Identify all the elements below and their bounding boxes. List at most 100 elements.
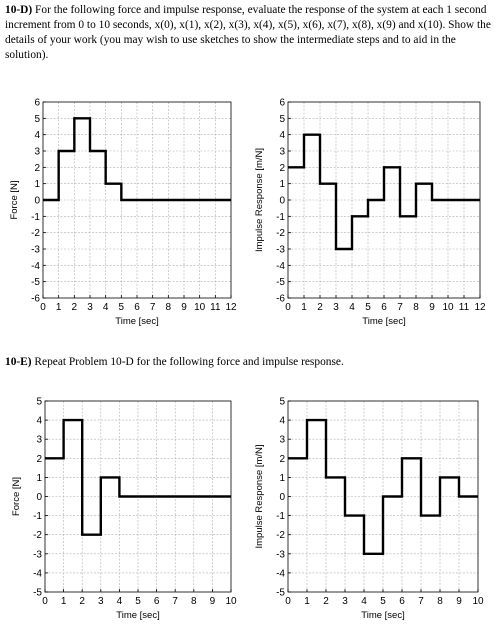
y-tick-label: -4 — [31, 261, 40, 272]
x-tick-label: 1 — [56, 302, 62, 313]
x-tick-label: 6 — [399, 596, 405, 607]
x-tick-label: 0 — [285, 302, 291, 313]
y-tick-label: -1 — [276, 212, 285, 223]
y-tick-label: -3 — [31, 245, 40, 256]
x-tick-label: 6 — [381, 302, 387, 313]
signal-step-line — [288, 418, 478, 555]
y-tick-label: -5 — [276, 277, 285, 288]
y-tick-label: -1 — [31, 212, 40, 223]
signal-step-line — [288, 133, 480, 251]
y-tick-label: -5 — [276, 588, 285, 599]
y-tick-label: 3 — [279, 147, 285, 158]
y-tick-label: -2 — [31, 228, 40, 239]
y-tick-label: -1 — [276, 511, 285, 522]
x-axis-label: Time [sec] — [115, 316, 158, 327]
x-tick-label: 2 — [72, 302, 78, 313]
x-tick-label: 5 — [119, 302, 125, 313]
x-tick-label: 10 — [442, 302, 454, 313]
x-tick-label: 5 — [365, 302, 371, 313]
x-tick-label: 9 — [456, 596, 462, 607]
y-tick-label: 2 — [279, 163, 285, 174]
y-tick-label: 1 — [36, 473, 42, 484]
x-tick-label: 2 — [323, 596, 329, 607]
x-tick-label: 5 — [135, 596, 141, 607]
x-axis-label: Time [sec] — [116, 610, 159, 621]
y-tick-label: -2 — [33, 530, 42, 541]
x-tick-label: 8 — [166, 302, 172, 313]
y-tick-label: -6 — [276, 294, 285, 305]
x-tick-label: 0 — [42, 596, 48, 607]
chart-10d-force: 0 1 2 3 4 5 6 7 8 9 10 11 12-6-5-4-3-2-10123456Time … — [9, 98, 237, 328]
y-tick-label: 0 — [279, 196, 285, 207]
y-tick-label: 4 — [36, 416, 42, 427]
y-tick-label: -6 — [31, 294, 40, 305]
problem-10d-label: 10-D) — [5, 4, 33, 16]
x-tick-label: 3 — [98, 596, 104, 607]
x-tick-label: 9 — [181, 302, 187, 313]
y-tick-label: 1 — [279, 473, 285, 484]
x-tick-label: 7 — [172, 596, 178, 607]
x-tick-label: 5 — [380, 596, 386, 607]
y-tick-label: 6 — [34, 98, 40, 109]
y-tick-label: 4 — [279, 130, 285, 141]
y-tick-label: 0 — [279, 492, 285, 503]
x-tick-label: 6 — [134, 302, 140, 313]
chart-10e-force: 0 1 2 3 4 5 6 7 8 9 10 -5 -4 -3 -2 -1 0 1 2 3 4 5 Time [sec] Fo… — [11, 397, 237, 622]
y-tick-label: 3 — [36, 435, 42, 446]
y-tick-label: -4 — [33, 568, 42, 579]
x-tick-label: 12 — [225, 302, 237, 313]
problem-10d-text: 10-D) For the following force and impuls… — [5, 3, 495, 63]
x-tick-label: 4 — [349, 302, 355, 313]
y-tick-label: 0 — [34, 196, 40, 207]
x-axis-label: Time [sec] — [361, 610, 404, 621]
y-tick-label: -3 — [276, 245, 285, 256]
x-tick-label: 1 — [304, 596, 310, 607]
y-tick-label: -3 — [276, 549, 285, 560]
x-tick-label: 8 — [413, 302, 419, 313]
y-tick-label: 4 — [279, 416, 285, 427]
y-tick-label: 2 — [279, 454, 285, 465]
chart-10d-impulse-response: 0 1 2 3 4 5 6 7 8 9 10 11 12-6-5-4-3-2-10123456Time … — [254, 98, 486, 328]
x-tick-label: 4 — [117, 596, 123, 607]
y-tick-label: 2 — [36, 454, 42, 465]
y-axis-label: Force [N] — [11, 477, 22, 516]
y-tick-label: -4 — [276, 261, 285, 272]
x-tick-label: 4 — [361, 596, 367, 607]
y-tick-label: 3 — [34, 147, 40, 158]
y-tick-label: 6 — [279, 98, 285, 109]
y-tick-label: 1 — [34, 179, 40, 190]
y-tick-label: 1 — [279, 179, 285, 190]
y-tick-label: -2 — [276, 530, 285, 541]
x-tick-label: 3 — [87, 302, 93, 313]
x-tick-label: 8 — [191, 596, 197, 607]
y-tick-label: 2 — [34, 163, 40, 174]
x-tick-label: 6 — [154, 596, 160, 607]
problem-10e-label: 10-E) — [5, 356, 32, 368]
x-tick-label: 3 — [342, 596, 348, 607]
x-tick-label: 2 — [317, 302, 323, 313]
x-tick-label: 8 — [437, 596, 443, 607]
signal-step-line — [45, 418, 231, 536]
x-axis-label: Time [sec] — [362, 316, 405, 327]
problem-10e-text: 10-E) Repeat Problem 10-D for the follow… — [5, 355, 495, 370]
y-tick-label: 5 — [279, 397, 285, 408]
x-tick-label: 7 — [150, 302, 156, 313]
problem-10e-body: Repeat Problem 10-D for the following fo… — [31, 356, 344, 368]
y-tick-label: 3 — [279, 435, 285, 446]
y-tick-label: 0 — [36, 492, 42, 503]
signal-step-line — [43, 117, 231, 202]
x-tick-label: 12 — [474, 302, 486, 313]
x-tick-label: 10 — [194, 302, 206, 313]
x-tick-label: 9 — [210, 596, 216, 607]
x-tick-label: 10 — [472, 596, 484, 607]
x-tick-label: 1 — [61, 596, 67, 607]
x-tick-label: 3 — [333, 302, 339, 313]
x-tick-label: 1 — [301, 302, 307, 313]
y-tick-label: -5 — [31, 277, 40, 288]
x-tick-label: 7 — [418, 596, 424, 607]
x-tick-label: 11 — [459, 302, 470, 313]
x-tick-label: 2 — [79, 596, 85, 607]
y-tick-label: -5 — [33, 588, 42, 599]
y-axis-label: Impulse Response [m/N] — [254, 148, 265, 252]
problem-10d-body: For the following force and impulse resp… — [5, 4, 491, 61]
